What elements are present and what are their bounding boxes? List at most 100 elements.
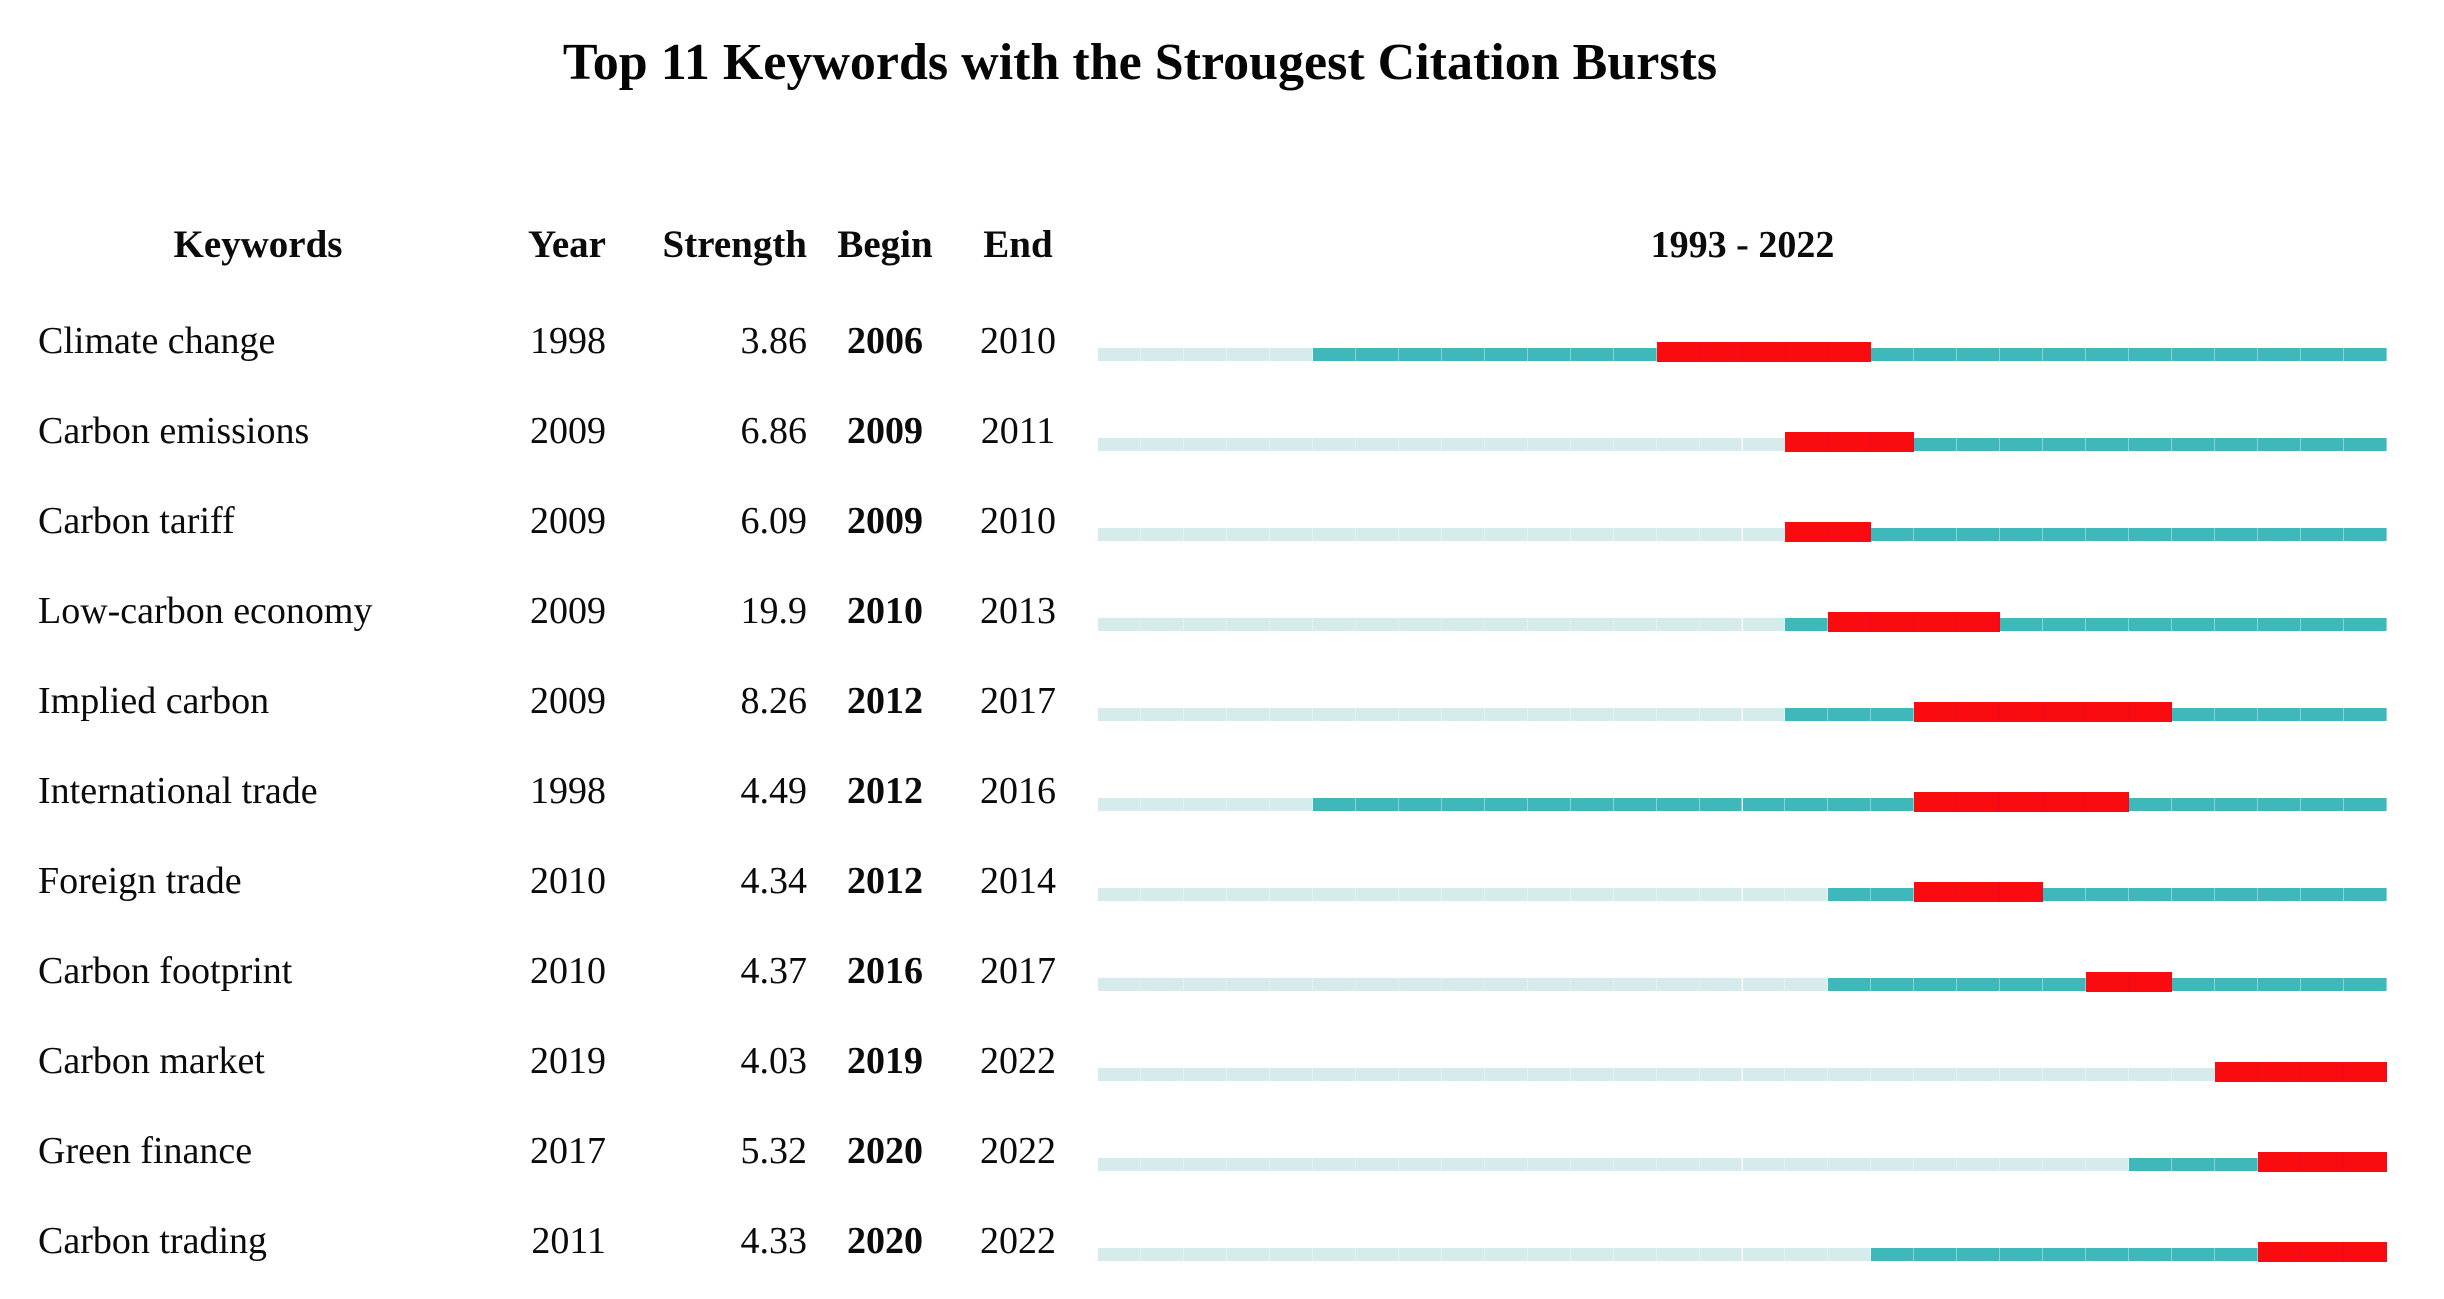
year-cell xyxy=(2301,708,2345,721)
year-cell xyxy=(1785,978,1829,991)
year-cell xyxy=(1871,888,1915,901)
year-cell xyxy=(1355,348,1399,361)
year-cell xyxy=(1398,888,1442,901)
figure-title: Top 11 Keywords with the Strougest Citat… xyxy=(562,34,1718,91)
keyword-label: Low-carbon economy xyxy=(38,590,373,632)
year-cell xyxy=(1613,798,1657,811)
year-cell xyxy=(1570,618,1614,631)
year-cell xyxy=(1398,348,1442,361)
keyword-label: Carbon trading xyxy=(38,1220,268,1262)
keyword-row: Foreign trade 2010 4.34 2012 2014 xyxy=(0,849,2444,939)
year-cell xyxy=(1871,798,1915,811)
year-cell xyxy=(2000,528,2044,541)
year-cell xyxy=(1828,1248,1872,1261)
year-cell xyxy=(2086,1158,2130,1171)
year-cell xyxy=(1484,798,1528,811)
year-cell xyxy=(1828,1158,1872,1171)
year-cell xyxy=(1312,1068,1356,1081)
year-cell xyxy=(1570,978,1614,991)
year-cell xyxy=(1570,888,1614,901)
year-value: 1998 xyxy=(530,320,606,362)
year-cell xyxy=(2301,348,2345,361)
year-cell xyxy=(1355,618,1399,631)
year-cell xyxy=(2129,528,2173,541)
year-cell xyxy=(1098,798,1141,811)
year-cell xyxy=(1570,348,1614,361)
year-cell xyxy=(1312,1248,1356,1261)
year-cell xyxy=(1527,438,1571,451)
year-cell xyxy=(1699,1248,1743,1261)
year-cell xyxy=(1441,708,1485,721)
year-cell xyxy=(1312,528,1356,541)
year-cell xyxy=(2301,798,2345,811)
timeline-bar xyxy=(1098,1029,2387,1119)
year-cell xyxy=(2215,438,2259,451)
year-cell xyxy=(2258,708,2302,721)
year-cell xyxy=(1914,438,1958,451)
strength-value: 8.26 xyxy=(740,680,808,722)
year-cell xyxy=(1226,1068,1270,1081)
year-cell xyxy=(1570,528,1614,541)
year-cell xyxy=(1914,978,1958,991)
year-cell xyxy=(2172,1068,2216,1081)
year-cell xyxy=(2172,708,2216,721)
strength-value: 4.49 xyxy=(740,770,808,812)
begin-value: 2012 xyxy=(847,860,923,902)
year-cell xyxy=(1871,1158,1915,1171)
year-cell xyxy=(1484,888,1528,901)
year-cell xyxy=(1656,978,1700,991)
year-cell xyxy=(1312,888,1356,901)
timeline-bar xyxy=(1098,759,2387,849)
year-cell xyxy=(1398,1248,1442,1261)
keyword-row: Carbon market 2019 4.03 2019 2022 xyxy=(0,1029,2444,1119)
burst-segment xyxy=(1914,702,2173,722)
year-cell xyxy=(1226,618,1270,631)
year-cell xyxy=(2301,528,2345,541)
year-cell xyxy=(1441,1248,1485,1261)
year-cell xyxy=(1699,888,1743,901)
burst-segment xyxy=(2258,1152,2387,1172)
keyword-label: Implied carbon xyxy=(38,680,270,722)
year-cell xyxy=(1699,438,1743,451)
year-value: 1998 xyxy=(530,770,606,812)
year-cell xyxy=(1312,618,1356,631)
keyword-row: International trade 1998 4.49 2012 2016 xyxy=(0,759,2444,849)
year-cell xyxy=(1656,1068,1700,1081)
end-value: 2010 xyxy=(980,500,1056,542)
year-cell xyxy=(1140,1158,1184,1171)
year-cell xyxy=(1140,528,1184,541)
year-cell xyxy=(2129,888,2173,901)
strength-value: 4.34 xyxy=(740,860,808,902)
year-cell xyxy=(2000,1158,2044,1171)
year-cell xyxy=(1355,528,1399,541)
year-cell xyxy=(2344,708,2387,721)
year-cell xyxy=(2086,1068,2130,1081)
year-cell xyxy=(2043,1068,2087,1081)
year-cell xyxy=(1226,708,1270,721)
year-cell xyxy=(1312,348,1356,361)
year-cell xyxy=(2043,1248,2087,1261)
year-cell xyxy=(1742,618,1786,631)
year-cell xyxy=(1226,348,1270,361)
keyword-row: Carbon footprint 2010 4.37 2016 2017 xyxy=(0,939,2444,1029)
year-cell xyxy=(2215,708,2259,721)
year-cell xyxy=(1398,1158,1442,1171)
year-cell xyxy=(2129,438,2173,451)
year-cell xyxy=(2215,1248,2259,1261)
year-cell xyxy=(1269,1158,1313,1171)
year-value: 2010 xyxy=(530,860,606,902)
year-cell xyxy=(1699,798,1743,811)
year-cell xyxy=(1742,438,1786,451)
year-cell xyxy=(1699,618,1743,631)
year-cell xyxy=(1656,1158,1700,1171)
year-cell xyxy=(1699,1068,1743,1081)
year-cell xyxy=(1269,798,1313,811)
year-cell xyxy=(1441,978,1485,991)
year-cell xyxy=(2129,1158,2173,1171)
year-cell xyxy=(1656,438,1700,451)
keyword-label: Carbon market xyxy=(38,1040,265,1082)
year-cell xyxy=(2000,1068,2044,1081)
burst-segment xyxy=(2215,1062,2387,1082)
end-value: 2017 xyxy=(980,950,1056,992)
year-cell xyxy=(2043,438,2087,451)
